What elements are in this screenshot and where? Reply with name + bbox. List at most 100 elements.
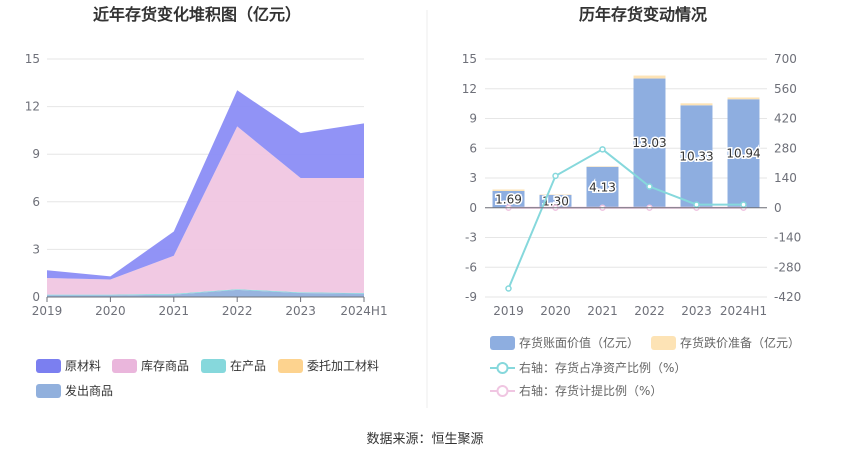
bar-value-label: 1.30 (542, 194, 569, 208)
right-y-right-tick: -420 (774, 290, 801, 304)
right-x-tick: 2019 (493, 304, 524, 318)
right-x-tick: 2023 (681, 304, 712, 318)
legend-label: 右轴：存货占净资产比例（%） (519, 360, 686, 375)
legend-label: 委托加工材料 (307, 359, 379, 373)
bar-value-label: 10.94 (726, 147, 760, 161)
legend-swatch (651, 336, 676, 350)
left-y-tick: 6 (32, 195, 40, 209)
area-series-0 (47, 289, 364, 297)
right-chart-legend[interactable]: 存货账面价值（亿元） 存货跌价准备（亿元） 右轴：存货占净资产比例（%） 右轴：存货计… (490, 335, 800, 398)
legend-label: 在产品 (230, 359, 266, 373)
right-y-right-tick: 280 (774, 141, 797, 155)
legend-label: 存货账面价值（亿元） (519, 335, 639, 350)
line-point (740, 201, 747, 208)
bar-value-label: 10.33 (679, 150, 713, 164)
right-y-left-tick: 3 (469, 171, 477, 185)
left-x-tick: 2019 (32, 304, 63, 318)
right-y-left-tick: 6 (469, 141, 477, 155)
area-series-2 (47, 289, 364, 296)
data-source: 数据来源：恒生聚源 (366, 432, 483, 447)
right-y-left-tick: -9 (465, 290, 477, 304)
right-chart-bars: 1.69 1.30 4.13 13.03 10.33 10.94 (492, 75, 762, 210)
bar-book-value (492, 190, 525, 208)
left-y-tick: 0 (32, 290, 40, 304)
right-legend-item[interactable]: 右轴：存货占净资产比例（%） (490, 360, 686, 375)
bar-impairment (633, 75, 666, 79)
right-y-right-tick: 420 (774, 112, 797, 126)
bar-value-label: 1.69 (495, 192, 522, 206)
right-x-tick: 2020 (540, 304, 571, 318)
bar-book-value (539, 194, 572, 208)
line-series-1 (507, 148, 744, 289)
right-y-left-tick: 15 (462, 52, 477, 66)
left-x-tick: 2022 (222, 304, 253, 318)
left-legend-item[interactable]: 委托加工材料 (278, 359, 379, 373)
left-y-tick: 15 (25, 52, 40, 66)
bar-impairment (680, 103, 713, 106)
right-y-right-tick: -280 (774, 260, 801, 274)
legend-swatch (36, 384, 61, 398)
right-chart-axis: -9 -6 -3 0 3 6 9 12 15 -420 -280 -140 0 140 280 420 560 7… (462, 52, 802, 318)
right-y-right-tick: -140 (774, 231, 801, 245)
left-x-tick: 2021 (159, 304, 190, 318)
right-y-right-tick: 700 (774, 52, 797, 66)
legend-label: 右轴：存货计提比例（%） (519, 383, 662, 398)
bar-value-label: 4.13 (589, 180, 616, 194)
right-chart-grid (485, 58, 767, 298)
left-y-tick: 3 (32, 242, 40, 256)
left-x-tick: 2023 (285, 304, 316, 318)
legend-label: 原材料 (65, 359, 101, 373)
left-chart-axis: 0 3 6 9 12 15 2019 2020 2021 2022 2023 2024H1 (25, 52, 388, 318)
right-y-right-tick: 140 (774, 171, 797, 185)
left-legend-item[interactable]: 原材料 (36, 359, 101, 373)
line-point (693, 201, 700, 208)
right-y-right-tick: 560 (774, 82, 797, 96)
bar-book-value (680, 105, 713, 208)
legend-swatch (36, 359, 61, 373)
legend-swatch (112, 359, 137, 373)
right-chart-title: 历年存货变动情况 (579, 5, 707, 24)
bar-book-value (586, 166, 619, 208)
line-point (552, 172, 559, 180)
area-series-4 (47, 90, 364, 280)
legend-label: 存货跌价准备（亿元） (680, 335, 800, 350)
right-legend-item[interactable]: 存货跌价准备（亿元） (651, 335, 800, 350)
bar-impairment (492, 189, 525, 191)
right-legend-item[interactable]: 存货账面价值（亿元） (490, 335, 639, 350)
legend-label: 发出商品 (65, 383, 113, 398)
legend-swatch (201, 359, 226, 373)
left-x-tick: 2020 (95, 304, 126, 318)
line-point (646, 183, 653, 190)
bar-value-label: 13.03 (632, 136, 666, 150)
right-legend-item[interactable]: 右轴：存货计提比例（%） (490, 383, 662, 398)
legend-swatch-marker (496, 362, 509, 374)
bar-book-value (727, 99, 760, 208)
right-x-tick: 2021 (587, 304, 618, 318)
area-series-3 (47, 126, 364, 295)
right-y-left-tick: 0 (469, 201, 477, 215)
left-legend-item[interactable]: 在产品 (201, 359, 266, 373)
right-y-left-tick: 9 (469, 112, 477, 126)
line-point (599, 146, 606, 153)
right-y-right-tick: 0 (774, 201, 782, 215)
left-y-tick: 9 (32, 147, 40, 161)
right-y-left-tick: 12 (462, 82, 477, 96)
left-legend-item[interactable]: 发出商品 (36, 383, 113, 398)
left-chart-areas (47, 90, 364, 297)
right-y-left-tick: -3 (465, 231, 477, 245)
left-legend-item[interactable]: 库存商品 (112, 358, 189, 373)
legend-swatch (490, 336, 515, 350)
right-x-tick: 2022 (634, 304, 665, 318)
legend-swatch (278, 359, 303, 373)
line-point (505, 285, 512, 292)
right-x-tick: 2024H1 (720, 304, 767, 318)
bar-impairment (727, 97, 760, 100)
legend-label: 库存商品 (141, 358, 189, 373)
left-y-tick: 12 (25, 100, 40, 114)
legend-swatch-marker (496, 385, 509, 397)
left-chart-title: 近年存货变化堆积图（亿元） (93, 5, 301, 24)
left-x-tick: 2024H1 (340, 304, 387, 318)
right-y-left-tick: -6 (465, 260, 477, 274)
